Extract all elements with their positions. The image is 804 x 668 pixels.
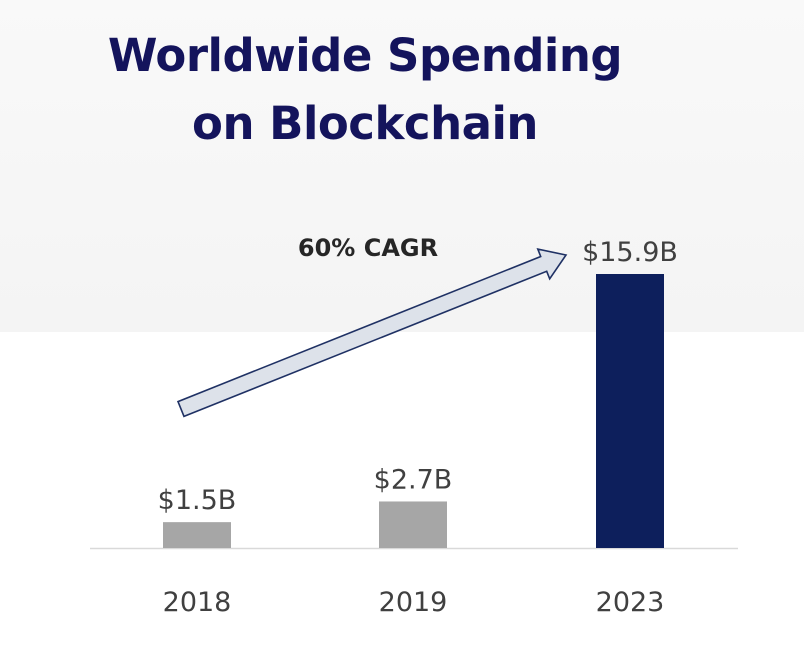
cagr-annotation: 60% CAGR — [298, 234, 438, 262]
data-label-2018: $1.5B — [158, 485, 237, 516]
chart-title: Worldwide Spending on Blockchain — [0, 22, 730, 158]
x-tick-label-2023: 2023 — [596, 587, 665, 618]
bar-2019 — [379, 501, 447, 548]
title-line-2: on Blockchain — [192, 97, 538, 150]
cagr-arrow — [176, 248, 568, 418]
title-line-1: Worldwide Spending — [107, 29, 623, 82]
data-label-2019: $2.7B — [374, 464, 453, 495]
x-tick-label-2018: 2018 — [163, 587, 232, 618]
x-tick-label-2019: 2019 — [379, 587, 448, 618]
bar-2018 — [163, 522, 231, 548]
data-label-2023: $15.9B — [582, 237, 678, 268]
title-background — [0, 0, 804, 332]
bar-2023 — [596, 274, 664, 548]
